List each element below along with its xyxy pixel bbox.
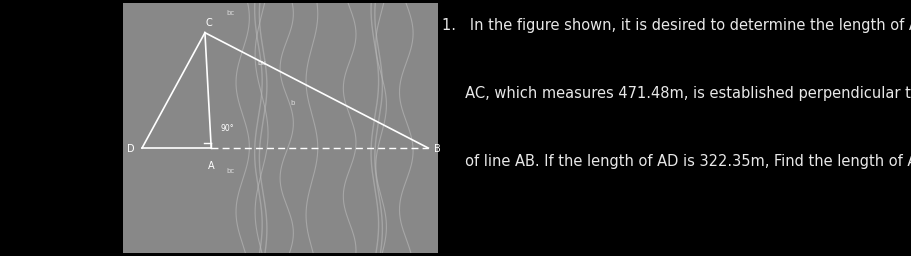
Text: 90°: 90° [220, 124, 234, 133]
Text: AC, which measures 471.48m, is established perpendicular to BC with point D on t: AC, which measures 471.48m, is establish… [442, 86, 911, 101]
Text: bc: bc [226, 168, 234, 174]
Text: A: A [208, 161, 214, 171]
Text: D: D [127, 144, 135, 154]
Text: b: b [291, 100, 295, 106]
Text: B: B [434, 144, 440, 154]
Text: C: C [205, 18, 212, 28]
Text: of line AB. If the length of AD is 322.35m, Find the length of AB.: of line AB. If the length of AD is 322.3… [442, 154, 911, 169]
Text: bc: bc [226, 9, 234, 16]
Text: bu: bu [257, 60, 266, 66]
Text: 1.   In the figure shown, it is desired to determine the length of AB across a w: 1. In the figure shown, it is desired to… [442, 18, 911, 33]
